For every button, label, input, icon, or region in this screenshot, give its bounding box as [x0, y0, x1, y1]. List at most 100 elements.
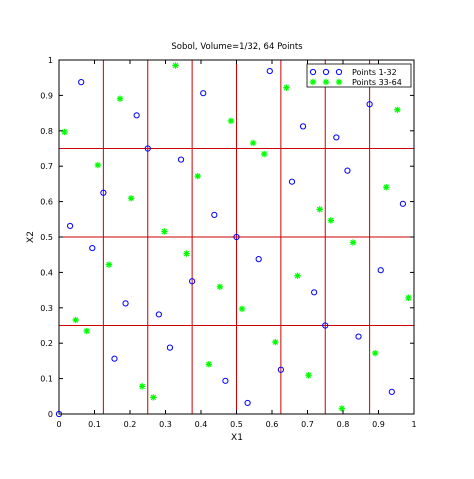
y-tick-label: 0.6 — [40, 198, 53, 207]
data-point-circle — [200, 90, 207, 97]
data-point-star — [139, 383, 146, 390]
series-points-33-64 — [61, 62, 412, 412]
data-point-circle — [233, 233, 240, 241]
y-tick-label: 0 — [48, 410, 53, 419]
data-point-star — [227, 117, 235, 125]
data-point-circle — [66, 222, 74, 230]
data-point-circle — [244, 399, 251, 407]
legend-marker-star — [335, 78, 343, 86]
data-point-star — [349, 239, 357, 246]
y-tick-label: 1 — [48, 56, 53, 65]
data-point-circle — [299, 123, 307, 130]
x-tick-label: 0.3 — [159, 420, 172, 429]
data-point-star — [405, 294, 412, 302]
legend-box — [306, 63, 412, 88]
data-point-circle — [189, 278, 196, 285]
chart-title: Sobol, Volume=1/32, 64 Points — [171, 42, 303, 52]
data-point-circle — [111, 355, 118, 362]
data-point-star — [283, 84, 290, 91]
data-point-circle — [155, 311, 162, 318]
data-point-circle — [222, 377, 229, 384]
data-point-circle — [211, 211, 218, 218]
data-point-circle — [344, 167, 351, 174]
data-point-star — [61, 128, 68, 136]
data-point-circle — [122, 300, 129, 307]
data-point-star — [272, 338, 279, 346]
data-point-circle — [355, 333, 362, 340]
y-tick-label: 0.5 — [40, 233, 53, 242]
x-axis-title: X1 — [231, 433, 243, 443]
x-tick-label: 1 — [411, 420, 416, 429]
data-point-star — [394, 106, 401, 113]
y-tick-label: 0.9 — [40, 91, 53, 100]
data-point-circle — [399, 200, 407, 207]
data-point-circle — [78, 79, 85, 86]
data-point-star — [105, 261, 113, 268]
data-point-star — [383, 184, 390, 191]
data-point-star — [194, 172, 201, 180]
data-point-star — [116, 95, 124, 102]
data-series — [55, 62, 412, 418]
data-point-star — [72, 316, 79, 324]
x-tick-label: 0.2 — [124, 420, 137, 429]
data-point-star — [172, 62, 179, 69]
x-tick-label: 0.4 — [195, 420, 208, 429]
data-point-circle — [144, 145, 151, 152]
data-point-star — [216, 283, 224, 290]
x-tick-label: 0.7 — [301, 420, 314, 429]
data-point-circle — [166, 344, 174, 351]
data-point-circle — [388, 388, 395, 395]
data-point-circle — [322, 322, 329, 329]
data-point-circle — [55, 410, 63, 418]
data-point-star — [249, 139, 257, 147]
y-tick-label: 0.8 — [40, 127, 53, 136]
data-point-circle — [277, 366, 284, 373]
legend-marker-circle — [335, 68, 343, 76]
series-points-1-32 — [55, 67, 407, 418]
x-tick-label: 0.8 — [337, 420, 350, 429]
data-point-circle — [311, 289, 318, 296]
data-point-star — [161, 228, 168, 235]
data-point-circle — [177, 156, 185, 163]
y-tick-label: 0.1 — [40, 375, 53, 384]
data-point-star — [150, 394, 157, 401]
legend-marker-circle — [322, 68, 330, 76]
data-point-circle — [133, 112, 140, 119]
data-point-star — [127, 195, 135, 202]
axis-ticks: 0 0.1 0.2 0.3 0.4 0.5 0.6 0.7 0.8 0.9 1 0 0.1 0.2 0.3 0… — [40, 56, 416, 429]
data-point-circle — [89, 244, 96, 252]
data-point-circle — [266, 67, 273, 75]
y-tick-label: 0.2 — [40, 339, 53, 348]
data-point-star — [83, 327, 90, 335]
legend-marker-star — [309, 78, 317, 86]
data-point-star — [316, 206, 323, 213]
data-point-circle — [288, 178, 296, 185]
legend-label: Points 33-64 — [352, 78, 402, 87]
data-point-circle — [100, 189, 107, 196]
legend-label: Points 1-32 — [352, 68, 397, 77]
data-point-star — [238, 305, 246, 313]
data-point-star — [205, 361, 212, 368]
grid-lines — [59, 60, 414, 414]
data-point-circle — [366, 101, 373, 108]
x-tick-label: 0.1 — [88, 420, 101, 429]
legend-marker-circle — [309, 68, 317, 76]
data-point-star — [338, 405, 346, 412]
data-point-circle — [255, 256, 262, 263]
y-tick-label: 0.4 — [40, 268, 53, 277]
data-point-star — [371, 349, 379, 357]
y-axis-title: X2 — [26, 231, 36, 243]
data-point-star — [94, 161, 102, 169]
legend-marker-star — [322, 78, 330, 86]
x-tick-label: 0.5 — [230, 420, 243, 429]
x-tick-label: 0.9 — [372, 420, 385, 429]
data-point-star — [305, 372, 312, 379]
data-point-circle — [377, 267, 384, 274]
data-point-star — [183, 250, 190, 257]
x-tick-label: 0 — [56, 420, 61, 429]
y-tick-label: 0.3 — [40, 304, 53, 313]
data-point-circle — [333, 134, 340, 141]
x-tick-label: 0.6 — [266, 420, 279, 429]
